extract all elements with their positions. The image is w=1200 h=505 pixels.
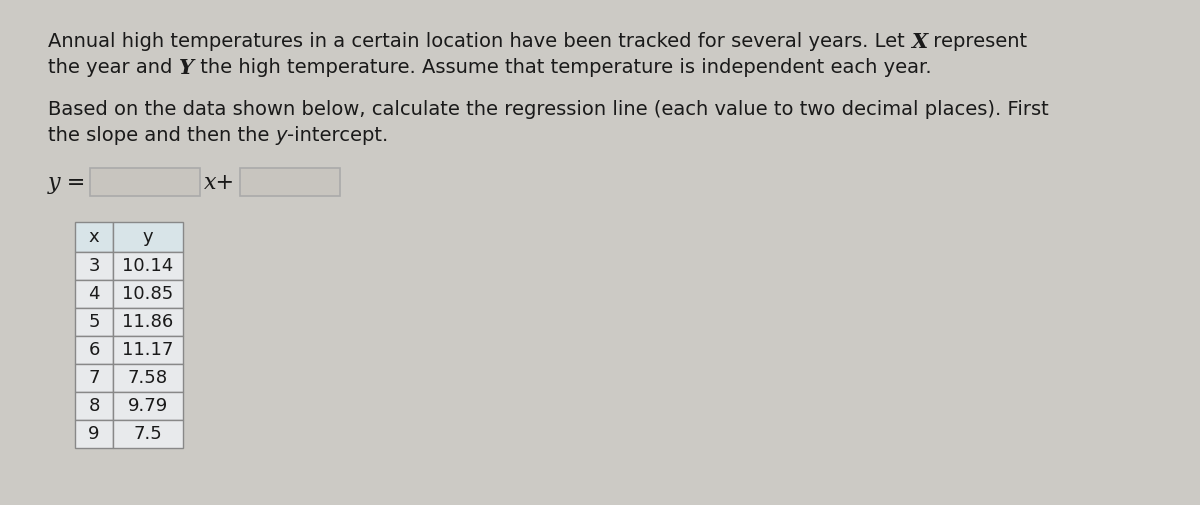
Text: 7: 7	[89, 369, 100, 387]
Text: x+: x+	[204, 172, 235, 194]
Text: 9.79: 9.79	[128, 397, 168, 416]
Text: 9: 9	[89, 425, 100, 443]
Text: 11.86: 11.86	[122, 314, 174, 331]
Text: 7.58: 7.58	[128, 369, 168, 387]
Text: 7.5: 7.5	[133, 425, 162, 443]
Text: 10.14: 10.14	[122, 258, 174, 275]
Text: represent: represent	[928, 32, 1027, 51]
Text: the slope and then the: the slope and then the	[48, 126, 276, 144]
Text: 11.17: 11.17	[122, 341, 174, 360]
Text: Based on the data shown below, calculate the regression line (each value to two : Based on the data shown below, calculate…	[48, 99, 1049, 119]
Text: -intercept.: -intercept.	[287, 126, 389, 144]
Text: X: X	[911, 32, 928, 52]
Text: the high temperature. Assume that temperature is independent each year.: the high temperature. Assume that temper…	[193, 58, 931, 77]
Text: y =: y =	[48, 172, 86, 194]
Text: 10.85: 10.85	[122, 285, 174, 304]
Text: 3: 3	[89, 258, 100, 275]
Text: 6: 6	[89, 341, 100, 360]
Text: Annual high temperatures in a certain location have been tracked for several yea: Annual high temperatures in a certain lo…	[48, 32, 911, 51]
Text: x: x	[89, 228, 100, 246]
Text: 8: 8	[89, 397, 100, 416]
Text: y: y	[276, 126, 287, 144]
Text: the year and: the year and	[48, 58, 179, 77]
Text: y: y	[143, 228, 154, 246]
Text: Y: Y	[179, 58, 193, 78]
Text: 5: 5	[89, 314, 100, 331]
Text: 4: 4	[89, 285, 100, 304]
